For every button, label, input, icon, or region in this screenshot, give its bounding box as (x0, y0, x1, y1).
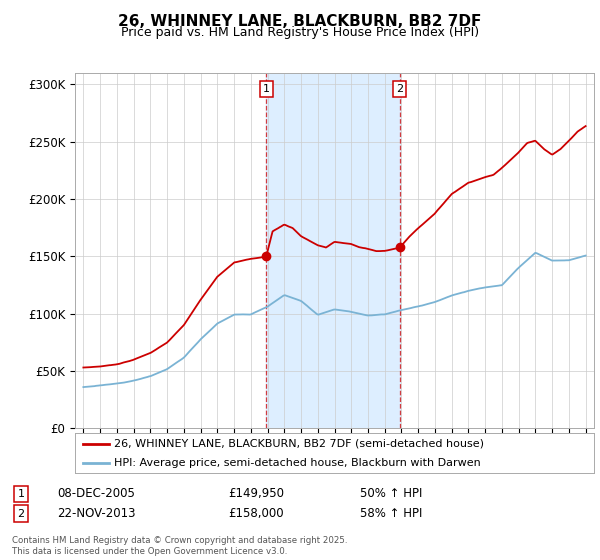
Text: 22-NOV-2013: 22-NOV-2013 (57, 507, 136, 520)
Text: 26, WHINNEY LANE, BLACKBURN, BB2 7DF (semi-detached house): 26, WHINNEY LANE, BLACKBURN, BB2 7DF (se… (114, 439, 484, 449)
Text: £158,000: £158,000 (228, 507, 284, 520)
Text: 2: 2 (17, 508, 25, 519)
Text: 2: 2 (396, 84, 403, 94)
Bar (266, 73, 400, 428)
Text: 26, WHINNEY LANE, BLACKBURN, BB2 7DF: 26, WHINNEY LANE, BLACKBURN, BB2 7DF (118, 14, 482, 29)
Text: 58% ↑ HPI: 58% ↑ HPI (360, 507, 422, 520)
Text: Contains HM Land Registry data © Crown copyright and database right 2025.
This d: Contains HM Land Registry data © Crown c… (12, 536, 347, 556)
Text: HPI: Average price, semi-detached house, Blackburn with Darwen: HPI: Average price, semi-detached house,… (114, 458, 481, 468)
Text: 1: 1 (263, 84, 269, 94)
Text: 50% ↑ HPI: 50% ↑ HPI (360, 487, 422, 501)
Text: 08-DEC-2005: 08-DEC-2005 (57, 487, 135, 501)
Text: Price paid vs. HM Land Registry's House Price Index (HPI): Price paid vs. HM Land Registry's House … (121, 26, 479, 39)
Text: 1: 1 (17, 489, 25, 499)
Text: £149,950: £149,950 (228, 487, 284, 501)
